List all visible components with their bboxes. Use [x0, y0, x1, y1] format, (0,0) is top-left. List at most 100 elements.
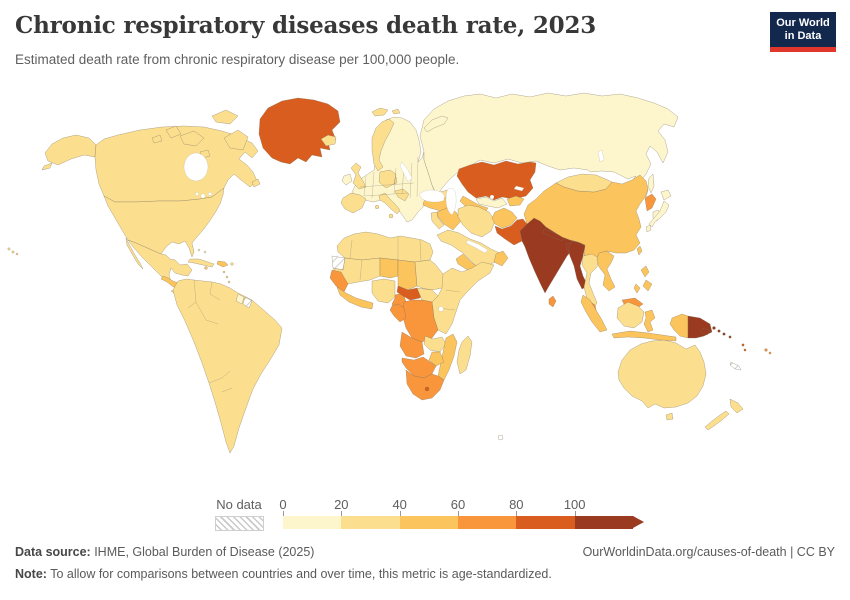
- region-balkans[interactable]: [394, 188, 410, 202]
- region-philippines[interactable]: [633, 283, 641, 294]
- region-fiji[interactable]: [768, 351, 772, 355]
- legend-bin-swatch[interactable]: [341, 516, 400, 529]
- region-new-britain[interactable]: [700, 327, 711, 336]
- region-solomon-islands[interactable]: [728, 335, 732, 339]
- region-iceland[interactable]: [320, 134, 337, 147]
- region-bahamas[interactable]: [197, 248, 201, 252]
- region-arctic-island[interactable]: [211, 109, 239, 125]
- region-kazakhstan[interactable]: [456, 160, 537, 201]
- region-new-caledonia[interactable]: [729, 361, 742, 371]
- region-bahamas[interactable]: [203, 250, 207, 254]
- region-lesser-antilles[interactable]: [227, 280, 231, 284]
- region-sakhalin[interactable]: [647, 173, 655, 194]
- region-japan-honshu[interactable]: [648, 200, 670, 228]
- region-arctic-island[interactable]: [179, 130, 205, 147]
- region-svalbard[interactable]: [391, 108, 401, 115]
- region-sardinia[interactable]: [374, 204, 380, 210]
- region-java[interactable]: [611, 330, 677, 342]
- license-link[interactable]: OurWorldinData.org/causes-of-death | CC …: [582, 545, 835, 559]
- region-south-africa[interactable]: [405, 369, 445, 401]
- region-ivory-coast-ghana[interactable]: [336, 286, 374, 310]
- region-cuba[interactable]: [187, 258, 215, 268]
- region-south-america[interactable]: [172, 278, 283, 454]
- region-zambia[interactable]: [423, 335, 447, 353]
- region-newfoundland[interactable]: [251, 178, 261, 188]
- legend-bin-swatch[interactable]: [283, 516, 342, 529]
- region-north-korea[interactable]: [644, 193, 657, 212]
- region-tasmania[interactable]: [665, 412, 674, 421]
- region-sri-lanka[interactable]: [548, 295, 557, 308]
- region-west-papua[interactable]: [669, 313, 689, 339]
- region-greenland[interactable]: [258, 97, 341, 165]
- region-french-guiana[interactable]: [242, 296, 253, 309]
- region-lesser-antilles[interactable]: [225, 275, 229, 279]
- region-indochina[interactable]: [596, 250, 616, 292]
- region-nz-north[interactable]: [729, 398, 744, 414]
- region-fiji[interactable]: [764, 348, 768, 352]
- region-sicily[interactable]: [388, 213, 394, 219]
- region-united-kingdom[interactable]: [350, 162, 367, 190]
- region-australia[interactable]: [617, 339, 707, 409]
- region-vanuatu[interactable]: [743, 348, 747, 352]
- region-congo-gabon[interactable]: [389, 303, 407, 323]
- region-hawaii[interactable]: [15, 252, 19, 256]
- region-oman[interactable]: [493, 250, 509, 267]
- region-philippines[interactable]: [640, 265, 650, 278]
- region-alaska-tail[interactable]: [41, 162, 53, 171]
- region-solomon-islands[interactable]: [712, 326, 716, 330]
- region-nigeria[interactable]: [371, 278, 396, 304]
- legend-bin-swatch[interactable]: [574, 516, 633, 529]
- region-dr-congo[interactable]: [401, 299, 439, 343]
- legend-bin-swatch[interactable]: [458, 516, 517, 529]
- region-japan-hokkaido[interactable]: [660, 189, 672, 201]
- region-sumatra[interactable]: [580, 294, 608, 333]
- region-mexico[interactable]: [127, 239, 193, 282]
- region-hispaniola[interactable]: [216, 260, 229, 268]
- region-iberia[interactable]: [340, 192, 367, 214]
- region-niger[interactable]: [379, 257, 399, 279]
- region-arctic-island[interactable]: [165, 125, 182, 139]
- region-taiwan[interactable]: [636, 245, 643, 256]
- region-solomon-islands[interactable]: [717, 329, 721, 333]
- region-arctic-island[interactable]: [223, 129, 249, 151]
- region-uzbekistan[interactable]: [475, 196, 508, 209]
- region-zimbabwe[interactable]: [428, 351, 445, 367]
- legend-bin-swatch[interactable]: [399, 516, 458, 529]
- region-lesotho[interactable]: [424, 386, 430, 392]
- legend-no-data-swatch[interactable]: [215, 516, 264, 531]
- region-germany[interactable]: [378, 169, 397, 189]
- region-hawaii[interactable]: [7, 247, 11, 251]
- region-svalbard[interactable]: [371, 107, 389, 117]
- owid-logo[interactable]: Our World in Data: [770, 12, 836, 52]
- region-sulawesi[interactable]: [643, 309, 656, 333]
- region-philippines[interactable]: [642, 279, 653, 292]
- region-italy[interactable]: [378, 192, 401, 215]
- region-nz-south[interactable]: [704, 410, 730, 431]
- region-western-sahara[interactable]: [331, 255, 346, 271]
- region-jordan-israel[interactable]: [430, 211, 445, 230]
- region-russia[interactable]: [419, 92, 679, 198]
- region-vanuatu[interactable]: [741, 343, 745, 347]
- region-guyana[interactable]: [235, 293, 245, 305]
- region-mozambique[interactable]: [437, 333, 458, 381]
- region-kyrgyzstan[interactable]: [506, 195, 525, 207]
- region-alaska[interactable]: [44, 134, 97, 166]
- region-nepal[interactable]: [542, 228, 565, 242]
- region-afghanistan[interactable]: [491, 207, 518, 229]
- region-baja[interactable]: [125, 237, 144, 270]
- region-kerguelen[interactable]: [497, 434, 504, 441]
- region-lesser-antilles[interactable]: [222, 270, 226, 274]
- region-mongolia[interactable]: [555, 173, 613, 193]
- legend-bin-swatch[interactable]: [516, 516, 575, 529]
- region-puerto-rico[interactable]: [230, 262, 234, 266]
- region-angola[interactable]: [399, 331, 425, 359]
- region-papua-new-guinea[interactable]: [687, 315, 713, 339]
- region-hawaii[interactable]: [11, 250, 15, 254]
- region-arctic-island[interactable]: [151, 134, 163, 144]
- region-borneo[interactable]: [616, 301, 645, 329]
- region-iran[interactable]: [457, 204, 496, 238]
- region-japan-kyushu[interactable]: [645, 224, 652, 233]
- region-jamaica[interactable]: [204, 266, 208, 270]
- region-novaya-zemlya[interactable]: [423, 115, 449, 133]
